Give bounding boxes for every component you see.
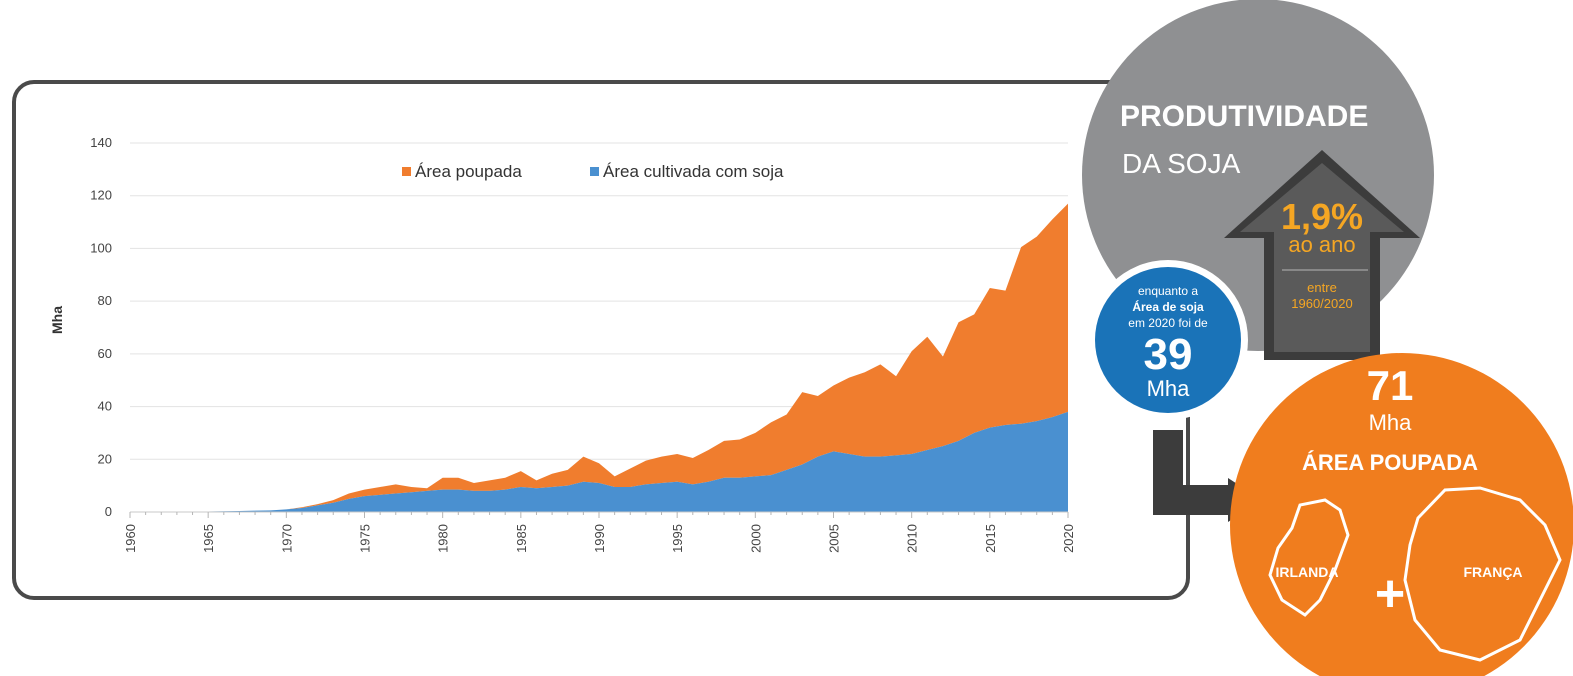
country-france: FRANÇA	[1463, 564, 1523, 580]
chart-areas	[130, 203, 1068, 512]
y-axis-label: Mha	[49, 306, 65, 334]
x-axis	[129, 511, 1069, 518]
legend-swatch	[590, 167, 599, 176]
growth-unit: ao ano	[1288, 232, 1356, 257]
soy-area-text-1: enquanto a	[1137, 284, 1199, 298]
y-tick-label: 100	[90, 240, 112, 255]
period-value: 1960/2020	[1291, 296, 1353, 311]
x-tick-label: 1975	[358, 524, 373, 553]
saved-area-circle	[1230, 353, 1573, 676]
saved-area-value: 71	[1366, 362, 1414, 409]
x-tick-label: 1995	[670, 524, 685, 553]
y-tick-label: 20	[98, 451, 112, 466]
x-axis-ticks: 1960 1965 1970 1975 1980 1985 1990 1995 2000 2005…	[123, 524, 1076, 553]
area-series-saved	[130, 203, 1068, 512]
y-tick-label: 140	[90, 135, 112, 150]
country-ireland: IRLANDA	[1275, 564, 1339, 580]
x-tick-label: 1965	[201, 524, 216, 553]
x-tick-label: 1990	[592, 524, 607, 553]
up-arrow-inner-icon	[1240, 163, 1404, 352]
y-tick-label: 60	[98, 346, 112, 361]
legend-swatch	[402, 167, 411, 176]
productivity-subtitle: DA SOJA	[1122, 148, 1241, 179]
france-map-icon	[1403, 486, 1562, 662]
legend-label: Área poupada	[415, 162, 522, 181]
x-tick-label: 2010	[905, 524, 920, 553]
saved-area-label: ÁREA POUPADA	[1301, 450, 1478, 475]
x-tick-label: 2000	[748, 524, 763, 553]
soy-area-circle	[1095, 267, 1241, 413]
y-tick-label: 0	[105, 504, 112, 519]
elbow-arrow-icon	[1153, 430, 1235, 515]
saved-area-unit: Mha	[1368, 410, 1412, 435]
growth-rate: 1,9%	[1280, 196, 1364, 237]
productivity-title: PRODUTIVIDADE	[1120, 100, 1369, 133]
soy-area-unit: Mha	[1146, 376, 1190, 401]
x-tick-label: 1960	[123, 524, 138, 553]
y-axis-ticks: 0 20 40 60 80 100 120 140	[90, 135, 112, 519]
y-tick-label: 40	[98, 399, 112, 414]
plus-sign: +	[1374, 565, 1406, 623]
ireland-map-icon	[1268, 498, 1350, 617]
y-tick-label: 80	[98, 293, 112, 308]
chart-legend: Área poupada Área cultivada com soja	[402, 162, 784, 181]
x-tick-label: 2020	[1061, 524, 1076, 553]
x-tick-label: 2005	[827, 524, 842, 553]
x-tick-label: 2015	[983, 524, 998, 553]
y-tick-label: 120	[90, 188, 112, 203]
x-tick-label: 1970	[279, 524, 294, 553]
x-tick-label: 1985	[514, 524, 529, 553]
soy-area-text-2: Área de soja	[1132, 300, 1204, 314]
soy-area-text-3: em 2020 foi de	[1128, 316, 1208, 330]
x-tick-label: 1980	[436, 524, 451, 553]
period-label: entre	[1307, 280, 1337, 295]
legend-label: Área cultivada com soja	[603, 162, 784, 181]
area-series-soy	[130, 411, 1068, 512]
soy-area-value: 39	[1143, 330, 1193, 379]
